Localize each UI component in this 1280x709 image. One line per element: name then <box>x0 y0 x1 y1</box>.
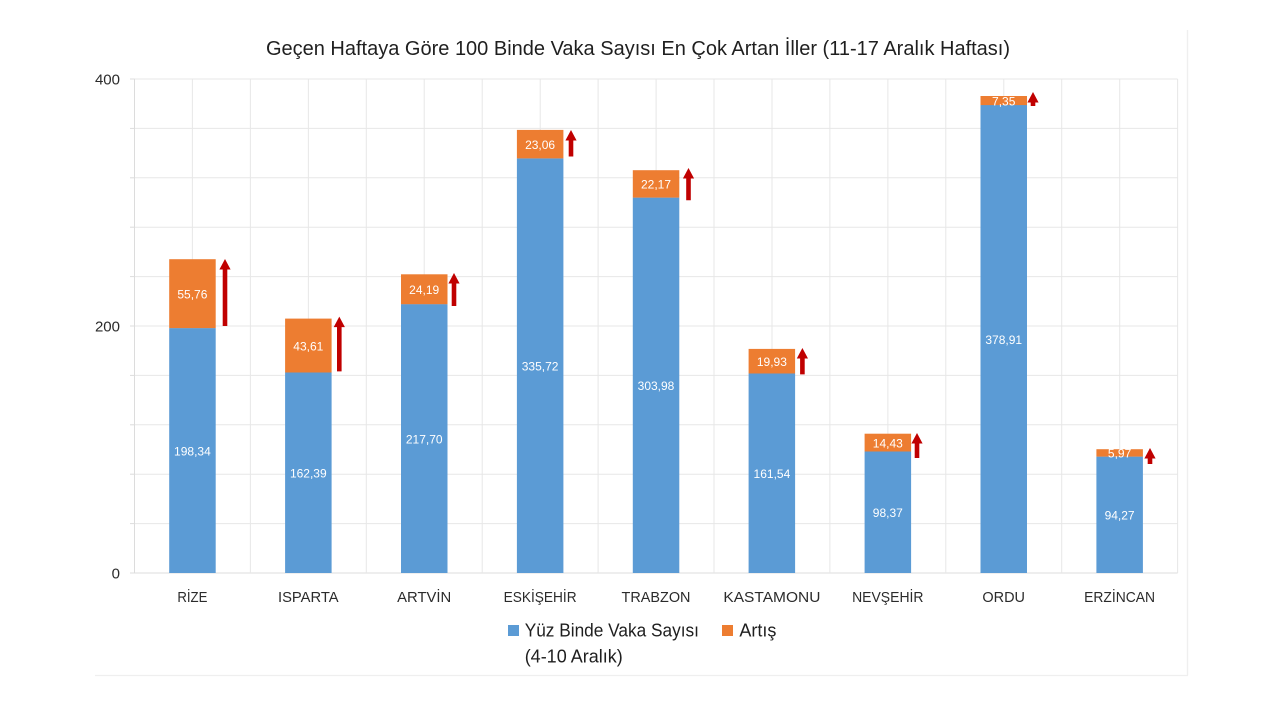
svg-text:(4-10 Aralık): (4-10 Aralık) <box>525 647 623 667</box>
svg-text:55,76: 55,76 <box>177 287 207 301</box>
svg-text:378,91: 378,91 <box>985 333 1022 347</box>
svg-text:5,97: 5,97 <box>1108 447 1132 461</box>
svg-text:14,43: 14,43 <box>873 436 903 450</box>
svg-text:200: 200 <box>95 319 120 336</box>
svg-text:43,61: 43,61 <box>293 339 323 353</box>
svg-text:ERZİNCAN: ERZİNCAN <box>1084 588 1155 606</box>
svg-text:ISPARTA: ISPARTA <box>278 589 339 606</box>
svg-text:KASTAMONU: KASTAMONU <box>723 589 820 606</box>
svg-text:TRABZON: TRABZON <box>622 589 691 606</box>
svg-text:98,37: 98,37 <box>873 506 903 520</box>
svg-text:ARTVİN: ARTVİN <box>397 588 451 606</box>
svg-text:Geçen Haftaya Göre 100 Binde V: Geçen Haftaya Göre 100 Binde Vaka Sayısı… <box>266 37 1010 60</box>
svg-text:94,27: 94,27 <box>1105 509 1135 523</box>
svg-text:400: 400 <box>95 72 120 89</box>
svg-text:161,54: 161,54 <box>754 467 791 481</box>
svg-text:23,06: 23,06 <box>525 138 555 152</box>
svg-text:303,98: 303,98 <box>638 379 675 393</box>
svg-text:198,34: 198,34 <box>174 444 211 458</box>
svg-text:0: 0 <box>112 566 120 583</box>
svg-text:ESKİŞEHİR: ESKİŞEHİR <box>504 588 577 606</box>
svg-text:217,70: 217,70 <box>406 432 443 446</box>
svg-text:335,72: 335,72 <box>522 360 559 374</box>
svg-text:Artış: Artış <box>739 621 776 641</box>
svg-text:7,35: 7,35 <box>992 94 1016 108</box>
svg-text:ORDU: ORDU <box>982 589 1025 606</box>
svg-text:Yüz Binde Vaka Sayısı: Yüz Binde Vaka Sayısı <box>525 621 699 641</box>
svg-text:22,17: 22,17 <box>641 178 671 192</box>
svg-text:19,93: 19,93 <box>757 355 787 369</box>
svg-text:RİZE: RİZE <box>177 588 207 606</box>
svg-text:NEVŞEHİR: NEVŞEHİR <box>852 588 924 606</box>
svg-text:24,19: 24,19 <box>409 283 439 297</box>
svg-text:162,39: 162,39 <box>290 467 327 481</box>
